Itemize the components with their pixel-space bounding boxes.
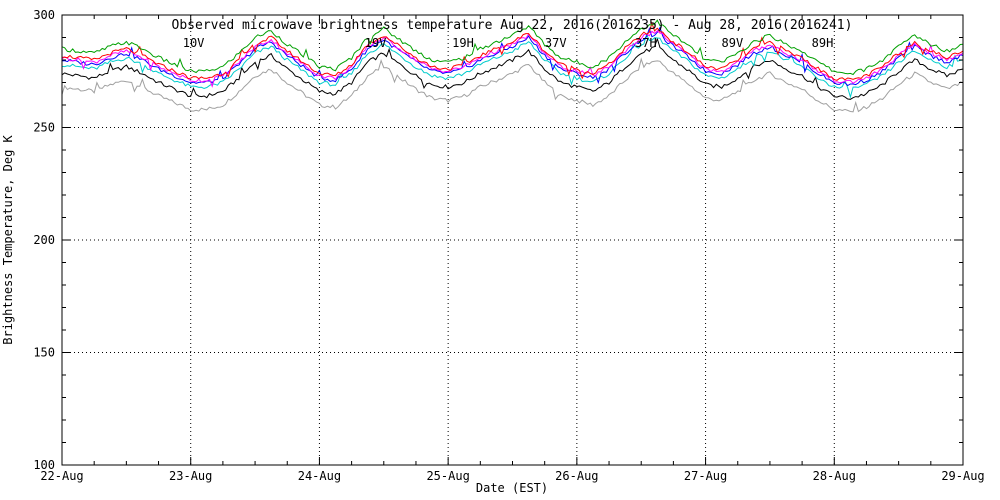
series-line-37H: [61, 32, 964, 99]
legend-label: 37H: [635, 36, 657, 50]
y-tick-label: 300: [33, 8, 55, 22]
legend-label: 19V: [365, 36, 387, 50]
x-tick-label: 25-Aug: [426, 469, 469, 483]
legend-label: 19H: [452, 36, 474, 50]
x-tick-label: 24-Aug: [298, 469, 341, 483]
legend-label: 37V: [545, 36, 567, 50]
series-line-10V: [61, 37, 964, 100]
grid-layer: [62, 15, 963, 465]
y-tick-label: 100: [33, 458, 55, 472]
x-tick-label: 23-Aug: [169, 469, 212, 483]
legend-label: 89H: [812, 36, 834, 50]
y-axis-label: Brightness Temperature, Deg K: [1, 134, 15, 344]
legend-label: 10V: [183, 36, 205, 50]
legend-label: 89V: [722, 36, 744, 50]
series-line-89H: [61, 26, 964, 87]
y-tick-label: 200: [33, 233, 55, 247]
series-line-89V: [61, 19, 964, 76]
series-line-19V: [62, 21, 964, 81]
x-tick-label: 22-Aug: [40, 469, 83, 483]
x-axis-label: Date (EST): [476, 481, 548, 495]
series-line-19H: [61, 57, 964, 113]
x-tick-label: 27-Aug: [684, 469, 727, 483]
chart-title: Observed microwave brightness temperatur…: [172, 18, 853, 33]
series-layer: [61, 19, 964, 113]
x-tick-label: 28-Aug: [813, 469, 856, 483]
axis-layer: [61, 14, 964, 466]
x-tick-label: 26-Aug: [555, 469, 598, 483]
y-tick-label: 250: [33, 121, 55, 135]
y-tick-label: 150: [33, 346, 55, 360]
label-layer: Observed microwave brightness temperatur…: [1, 8, 985, 495]
x-tick-label: 29-Aug: [941, 469, 984, 483]
